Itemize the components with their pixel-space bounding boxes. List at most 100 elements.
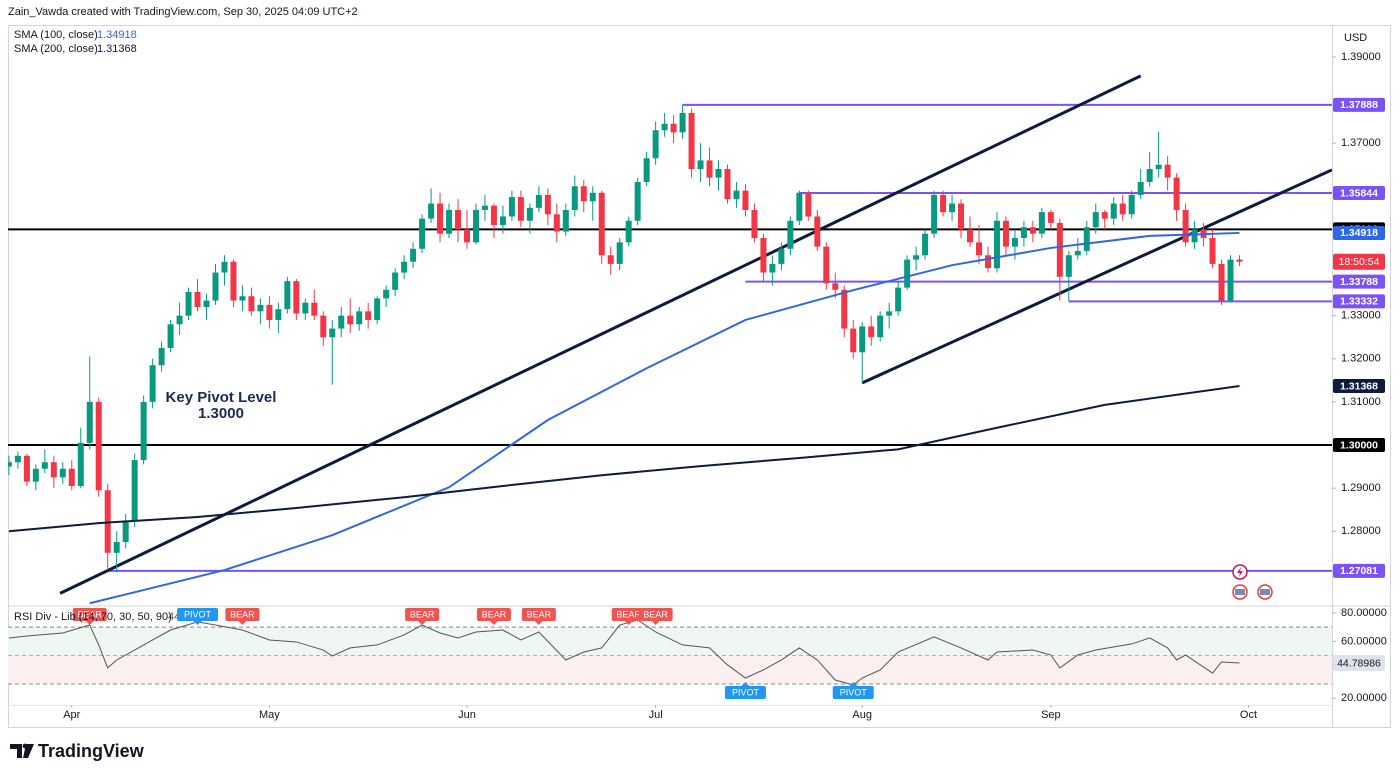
signal-pointer [489,621,498,625]
candle-body [1119,203,1126,215]
trendline [59,74,1142,595]
candle-body [904,259,911,288]
signal-box [638,608,673,621]
candle-body [455,209,462,230]
y-tick-label: 1.33000 [1341,310,1381,322]
y-tick-label: 1.28000 [1341,525,1381,537]
rsi-value-label: 44.78986 [1337,657,1381,669]
candle-body [8,462,12,467]
signal-pointer [238,621,247,625]
level-label-box [1333,274,1385,289]
signal-box [832,686,874,699]
candle-body [733,190,740,200]
candle-body [814,216,821,247]
annotation: Key Pivot Level [166,389,277,406]
candle-body [688,112,695,170]
candle-body [383,289,390,299]
level-label: 1.33332 [1340,296,1378,308]
rsi-y-tick-label: 60.00000 [1341,635,1387,647]
rsi-value-box [1333,654,1385,671]
candle-body [1011,238,1018,247]
candle-body [724,169,731,200]
rsi-y-tick-label: 80.00000 [1341,607,1387,619]
rsi-band-upper [8,627,1332,656]
countdown: 18:50:54 [1339,256,1380,268]
level-label-box [1333,97,1385,112]
candle-body [535,194,542,208]
candle-body [993,220,1000,269]
candle-body [23,455,30,482]
y-tick-label: 1.29000 [1341,482,1381,494]
candle-body [643,158,650,182]
candle-body [984,255,991,269]
candle-body [859,326,866,353]
candle-body [922,233,929,256]
candle-body [805,192,812,217]
candle-body [1173,177,1180,210]
signal-label: BEAR [410,609,435,619]
sma-label-box [1333,379,1385,394]
y-tick-label: 1.39000 [1341,51,1381,63]
logo-icon [10,744,34,758]
signal-box [476,608,511,621]
candle-body [661,123,668,131]
candle-body [742,190,749,210]
signal-box [724,686,766,699]
candle-body [499,216,506,226]
legend-name: SMA (100, close) [14,29,98,41]
candle-body [1083,227,1090,251]
candle-body [203,300,210,308]
rsi-legend-name: RSI Div - Lib (14, 70, 30, 50, 90) [14,611,172,623]
signal-box [225,608,260,621]
candle-body [796,192,803,221]
candle-body [374,298,381,320]
level-label-box [1333,294,1385,309]
candle-body [1236,259,1243,262]
signal-label: BEAR [230,609,255,619]
candle-body [446,209,453,234]
candle-body [122,520,129,543]
candle-body [410,248,417,262]
candle-body [158,347,165,366]
main-pane [8,74,1332,605]
chart-frame [8,25,1391,728]
candle-body [293,281,300,314]
signal-pointer [651,621,660,625]
candle-body [77,442,84,486]
signal-label: BEAR [643,609,668,619]
candle-body [706,160,713,178]
annotation: 1.3000 [198,405,244,422]
signal-pointer [418,621,427,625]
signal-label: PIVOT [184,609,212,619]
candle-body [490,205,497,226]
candle-body [1191,229,1198,243]
x-tick-label: Apr [63,709,80,721]
candle-body [248,296,255,312]
candle-body [257,304,264,312]
candle-body [607,255,614,264]
candle-body [580,186,587,202]
candle-body [823,246,830,284]
level-label: 1.30000 [1340,439,1378,451]
signal-box [72,608,107,621]
signal-box [177,608,219,621]
candle-body [194,291,201,308]
x-tick-label: Jun [458,709,476,721]
logo: TradingView [10,741,145,761]
candle-body [59,468,66,478]
candle-body [679,112,686,133]
candle-body [1209,238,1216,264]
level-label: 1.35844 [1340,187,1378,199]
signal-label: PIVOT [840,687,868,697]
candle-body [86,401,93,443]
signal-box [611,608,646,621]
x-tick-label: Sep [1041,709,1061,721]
candle-body [140,401,147,461]
candle-body [401,261,408,273]
sma-label: 1.34918 [1340,227,1378,239]
candle-body [320,315,327,338]
candle-body [634,181,641,221]
candle-body [463,229,470,243]
event-icon [1235,589,1245,595]
candle-body [670,123,677,133]
